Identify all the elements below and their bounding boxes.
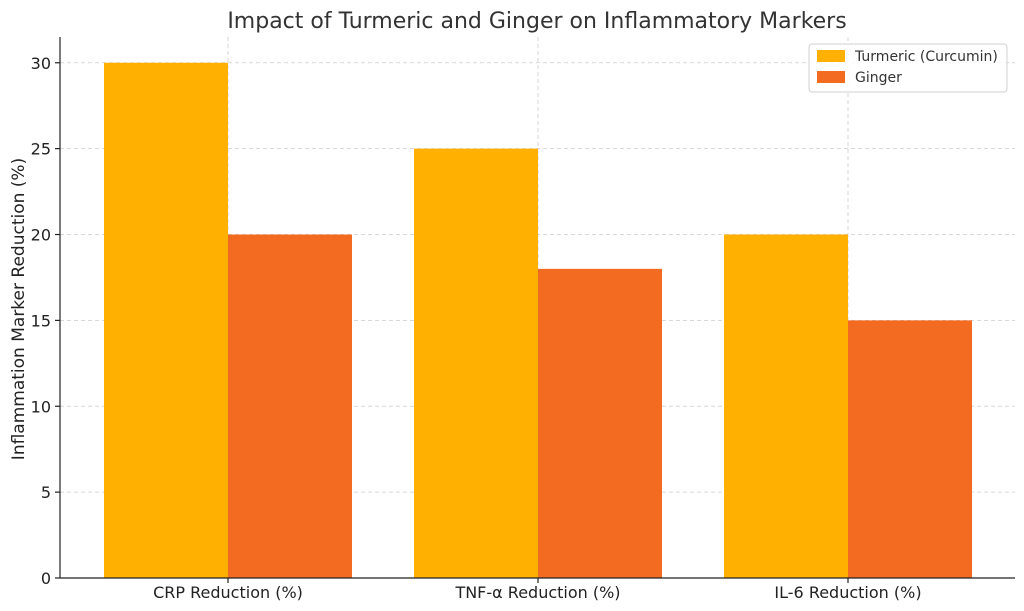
legend-entry: Ginger bbox=[855, 70, 902, 86]
x-tick-label: IL-6 Reduction (%) bbox=[774, 583, 921, 602]
x-tick-label: TNF-α Reduction (%) bbox=[454, 583, 620, 602]
y-tick-label: 30 bbox=[31, 54, 51, 73]
legend-swatch bbox=[817, 71, 845, 83]
legend-swatch bbox=[817, 50, 845, 62]
chart-title: Impact of Turmeric and Ginger on Inflamm… bbox=[227, 9, 846, 34]
y-tick-label: 25 bbox=[31, 140, 51, 159]
bar-turmeric-1 bbox=[414, 148, 538, 578]
axes bbox=[55, 37, 1015, 583]
bar-turmeric-2 bbox=[724, 234, 848, 578]
y-tick-label: 0 bbox=[41, 569, 51, 588]
y-axis-label: Inflammation Marker Reduction (%) bbox=[9, 158, 29, 460]
legend-entry: Turmeric (Curcumin) bbox=[854, 49, 998, 65]
legend: Turmeric (Curcumin) Ginger bbox=[808, 43, 1008, 93]
bar-ginger-0 bbox=[228, 234, 352, 578]
y-tick-label: 20 bbox=[31, 226, 51, 245]
bar-turmeric-0 bbox=[104, 62, 228, 579]
y-tick-label: 10 bbox=[31, 397, 51, 416]
bars bbox=[104, 62, 972, 579]
x-tick-label: CRP Reduction (%) bbox=[153, 583, 303, 602]
bar-ginger-1 bbox=[538, 268, 662, 578]
y-tick-label: 5 bbox=[41, 483, 51, 502]
y-tick-label: 15 bbox=[31, 311, 51, 330]
legend-box bbox=[808, 43, 1008, 93]
tick-labels: 0 5 10 15 20 25 30 CRP Reduction (%) TNF-α Reduc… bbox=[31, 54, 922, 602]
bar-ginger-2 bbox=[848, 320, 972, 578]
